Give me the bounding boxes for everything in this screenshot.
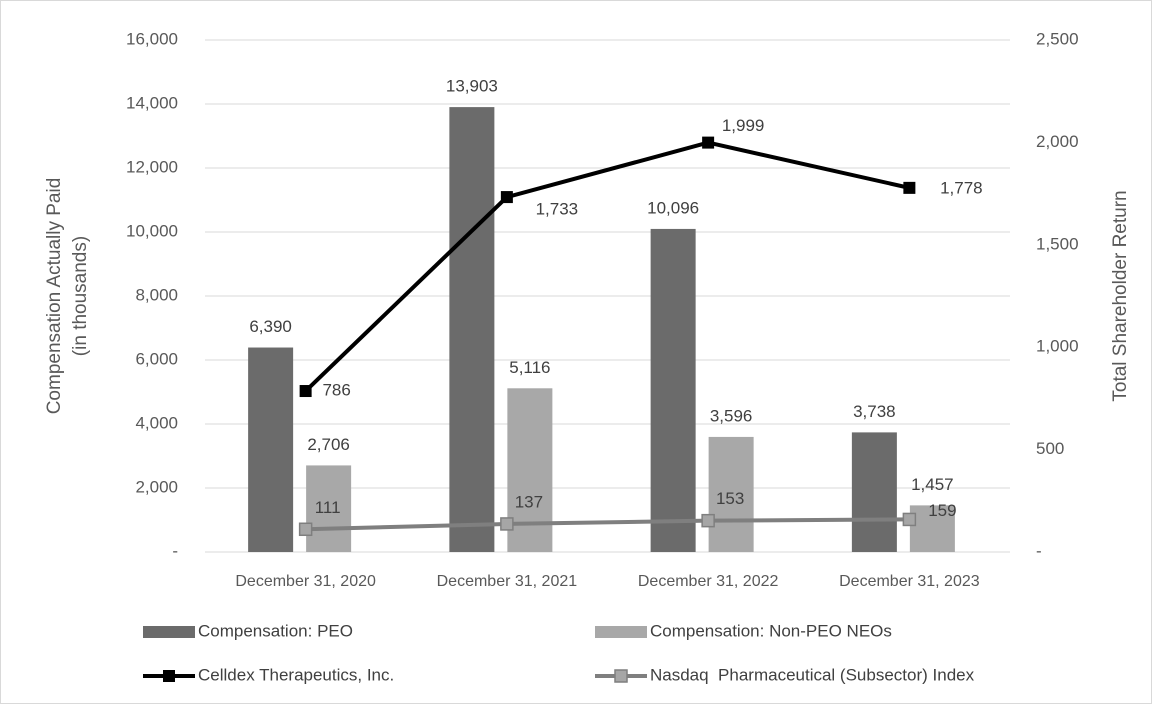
- data-label: 6,390: [249, 317, 292, 336]
- x-tick-label: December 31, 2023: [839, 573, 980, 590]
- y2-axis-title: Total Shareholder Return: [1110, 190, 1131, 401]
- bar: [708, 436, 754, 552]
- line-marker: [298, 522, 313, 537]
- bar: [507, 388, 553, 552]
- y-tick-label: 8,000: [135, 285, 178, 304]
- bar: [306, 465, 352, 552]
- data-label: 153: [716, 489, 744, 508]
- data-label: 111: [315, 498, 341, 517]
- data-label: 3,596: [710, 406, 753, 425]
- line-marker: [903, 181, 916, 194]
- line-marker: [299, 385, 312, 398]
- legend-label: Compensation: PEO: [198, 621, 353, 640]
- legend-swatch-marker: [614, 669, 628, 683]
- data-label: 1,778: [940, 178, 983, 197]
- line: [305, 517, 910, 532]
- data-label: 2,706: [307, 435, 350, 454]
- line-marker: [500, 191, 513, 204]
- line-marker: [902, 512, 917, 527]
- data-label: 137: [515, 492, 543, 511]
- y-tick-label: -: [172, 541, 178, 560]
- line-marker: [702, 136, 715, 149]
- y2-tick-label: 1,000: [1036, 337, 1079, 356]
- legend-label: Celldex Therapeutics, Inc.: [198, 665, 394, 684]
- y2-tick-label: 2,000: [1036, 132, 1079, 151]
- y2-tick-label: 2,500: [1036, 29, 1079, 48]
- x-tick-label: December 31, 2022: [638, 573, 779, 590]
- x-tick-label: December 31, 2021: [437, 573, 578, 590]
- line-marker: [701, 513, 715, 528]
- bar: [909, 505, 955, 552]
- y-axis-title-line: Compensation Actually Paid: [44, 178, 65, 415]
- data-label: 1,999: [722, 116, 765, 135]
- y-tick-label: 16,000: [126, 29, 178, 48]
- y2-tick-label: -: [1036, 541, 1042, 560]
- legend-swatch: [143, 626, 195, 638]
- legend-label: Compensation: Non-PEO NEOs: [650, 621, 892, 640]
- legend-label: Nasdaq Pharmaceutical (Subsector) Index: [650, 665, 975, 684]
- y-tick-label: 4,000: [135, 413, 178, 432]
- y-tick-label: 10,000: [126, 221, 178, 240]
- y-tick-label: 14,000: [126, 93, 178, 112]
- data-label: 3,738: [853, 402, 896, 421]
- data-label: 786: [322, 381, 350, 400]
- y-tick-label: 12,000: [126, 157, 178, 176]
- y-tick-label: 6,000: [135, 349, 178, 368]
- legend-swatch: [595, 626, 647, 638]
- x-tick-label: December 31, 2020: [235, 573, 376, 590]
- bar: [851, 432, 897, 552]
- y-tick-label: 2,000: [135, 477, 178, 496]
- bar: [449, 107, 495, 552]
- line: [304, 140, 910, 393]
- data-label: 13,903: [446, 77, 498, 96]
- y2-tick-label: 500: [1036, 439, 1064, 458]
- data-label: 1,457: [911, 475, 954, 494]
- data-label: 1,733: [536, 200, 579, 219]
- data-label: 5,116: [509, 358, 550, 377]
- bar: [650, 228, 696, 553]
- bar: [248, 347, 294, 552]
- legend-swatch-marker: [163, 670, 175, 682]
- data-label: 10,096: [647, 198, 699, 217]
- line-marker: [500, 517, 514, 531]
- y-axis-title: Compensation Actually Paid (in thousands): [44, 178, 91, 415]
- y2-tick-label: 1,500: [1036, 234, 1079, 253]
- y-axis-title-line: (in thousands): [70, 236, 91, 356]
- data-label: 159: [928, 501, 956, 520]
